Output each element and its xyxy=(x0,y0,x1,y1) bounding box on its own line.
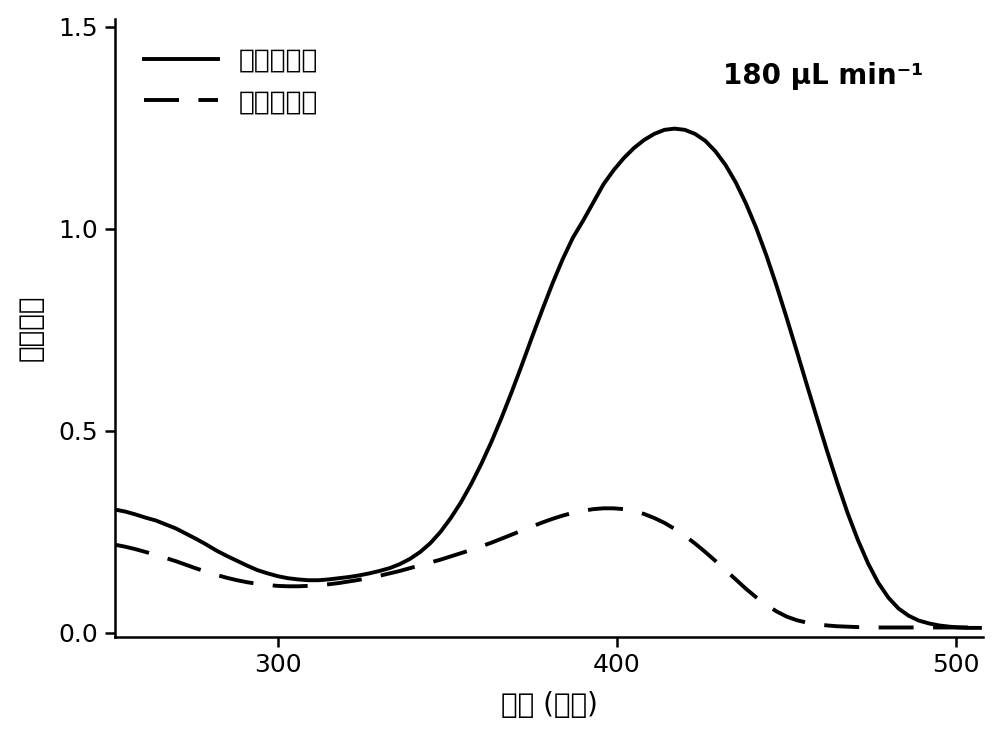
过滤降解后 xyxy=(597,504,609,513)
过滤降解前 xyxy=(109,505,121,514)
过滤降解后 xyxy=(150,551,162,559)
过滤降解前 xyxy=(852,535,864,544)
过滤降解前 xyxy=(781,314,793,322)
过滤降解后 xyxy=(129,545,141,553)
过滤降解前 xyxy=(964,623,976,632)
过滤降解后 xyxy=(109,540,121,549)
Y-axis label: 吸光强度: 吸光强度 xyxy=(17,294,45,361)
过滤降解后 xyxy=(974,623,986,632)
过滤降解前 xyxy=(526,332,538,341)
Legend: 过滤降解前, 过滤降解后: 过滤降解前, 过滤降解后 xyxy=(128,32,334,132)
过滤降解前 xyxy=(150,516,162,525)
过滤降解后 xyxy=(781,612,793,621)
Line: 过滤降解前: 过滤降解前 xyxy=(115,129,980,628)
过滤降解前 xyxy=(669,124,681,133)
过滤降解后 xyxy=(872,623,884,632)
过滤降解后 xyxy=(852,623,864,631)
Text: 180 μL min⁻¹: 180 μL min⁻¹ xyxy=(723,62,923,90)
过滤降解前 xyxy=(974,623,986,632)
过滤降解后 xyxy=(201,567,213,576)
过滤降解前 xyxy=(129,510,141,519)
过滤降解前 xyxy=(201,540,213,549)
Line: 过滤降解后: 过滤降解后 xyxy=(115,509,980,628)
过滤降解后 xyxy=(526,522,538,531)
X-axis label: 波长 (纳米): 波长 (纳米) xyxy=(501,691,598,719)
